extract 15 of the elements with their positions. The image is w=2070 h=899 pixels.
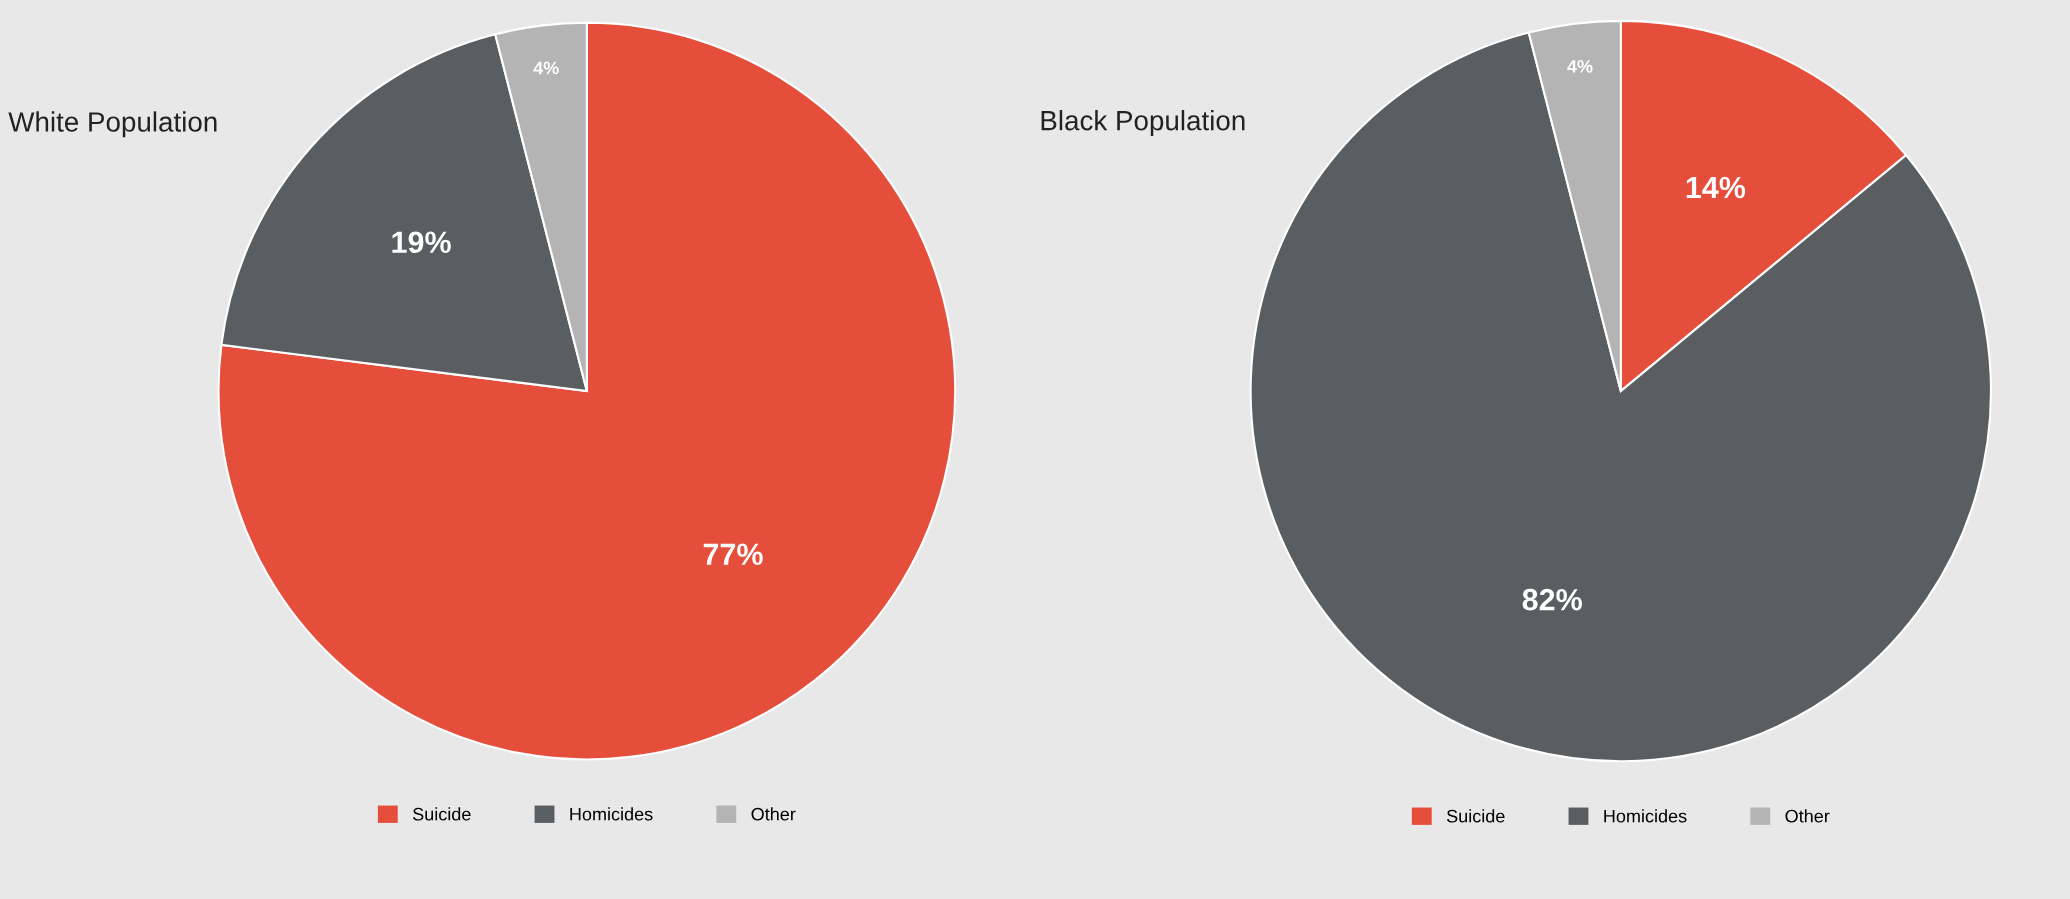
pie-slice	[217, 21, 957, 761]
legend-label: Homicides	[1604, 809, 1687, 823]
data-label: 77%	[703, 543, 763, 565]
legend-label: Suicide	[412, 807, 471, 821]
legend-label: Other	[1785, 809, 1830, 823]
legend-label: Other	[751, 807, 796, 821]
legend-label: Suicide	[1446, 809, 1505, 823]
data-label: 19%	[392, 231, 451, 254]
text: White Population	[8, 111, 217, 138]
data-label: 82%	[1522, 588, 1582, 611]
data-label: 14%	[1686, 176, 1746, 199]
data-label: 4%	[533, 61, 559, 75]
text: Black Population	[1041, 110, 1245, 136]
data-label: 4%	[1567, 59, 1593, 73]
legend-label: Homicides	[570, 807, 653, 821]
